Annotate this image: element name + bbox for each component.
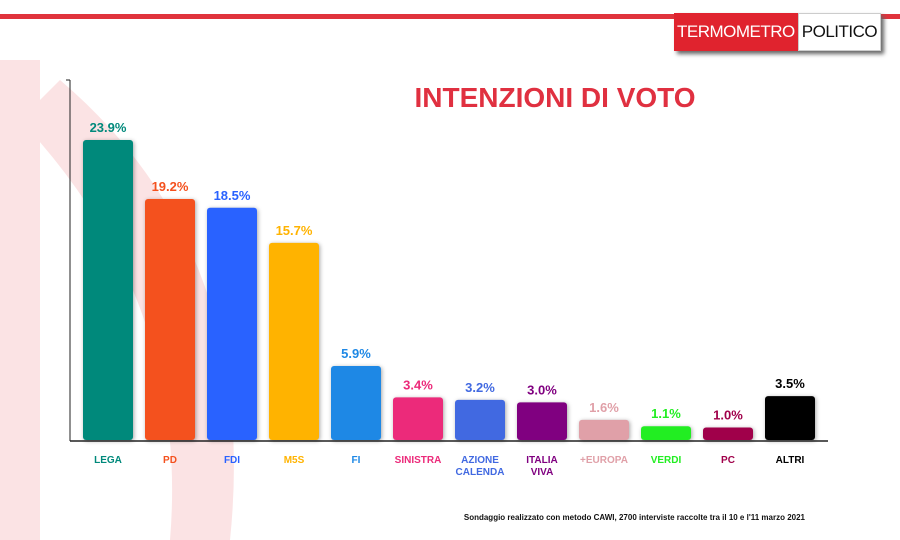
data-label: 3.0% [527,382,557,397]
category-label: SINISTRA [395,455,442,466]
data-label: 18.5% [214,188,251,203]
category-label: AZIONE [461,455,499,466]
data-label: 1.1% [651,406,681,421]
bar-pd [145,198,195,440]
data-label: 1.6% [589,400,619,415]
bar-altri [765,396,815,440]
category-label: VIVA [531,467,554,478]
top-line [0,14,900,19]
data-label: 19.2% [152,179,189,194]
bar-azione-calenda [455,399,505,440]
category-label: ALTRI [776,455,805,466]
bar-fi [331,365,381,440]
bar--europa [579,419,629,440]
bar-italia-viva [517,402,567,440]
data-label: 1.0% [713,407,743,422]
data-label: 3.5% [775,376,805,391]
category-label: +EUROPA [580,455,628,466]
data-label: 23.9% [90,120,127,135]
bar-verdi [641,426,691,440]
category-label: M5S [284,455,305,466]
category-label: LEGA [94,455,122,466]
bar-lega [83,140,133,440]
logo-part1: TERMOMETRO [674,13,798,51]
bar-sinistra [393,397,443,440]
category-label: PD [163,455,177,466]
bar-m5s [269,242,319,440]
bar-pc [703,427,753,440]
category-label: VERDI [651,455,682,466]
data-label: 15.7% [276,223,313,238]
logo: TERMOMETRO POLITICO [674,13,882,51]
chart-title: INTENZIONI DI VOTO [414,82,696,113]
logo-part2: POLITICO [797,13,882,51]
data-label: 3.2% [465,380,495,395]
data-label: 5.9% [341,346,371,361]
category-label: FDI [224,455,240,466]
footnote: Sondaggio realizzato con metodo CAWI, 27… [463,513,805,522]
bar-fdi [207,207,257,440]
data-label: 3.4% [403,377,433,392]
category-label: FI [352,455,361,466]
category-label: PC [721,455,735,466]
category-label: CALENDA [456,467,505,478]
category-label: ITALIA [526,455,557,466]
